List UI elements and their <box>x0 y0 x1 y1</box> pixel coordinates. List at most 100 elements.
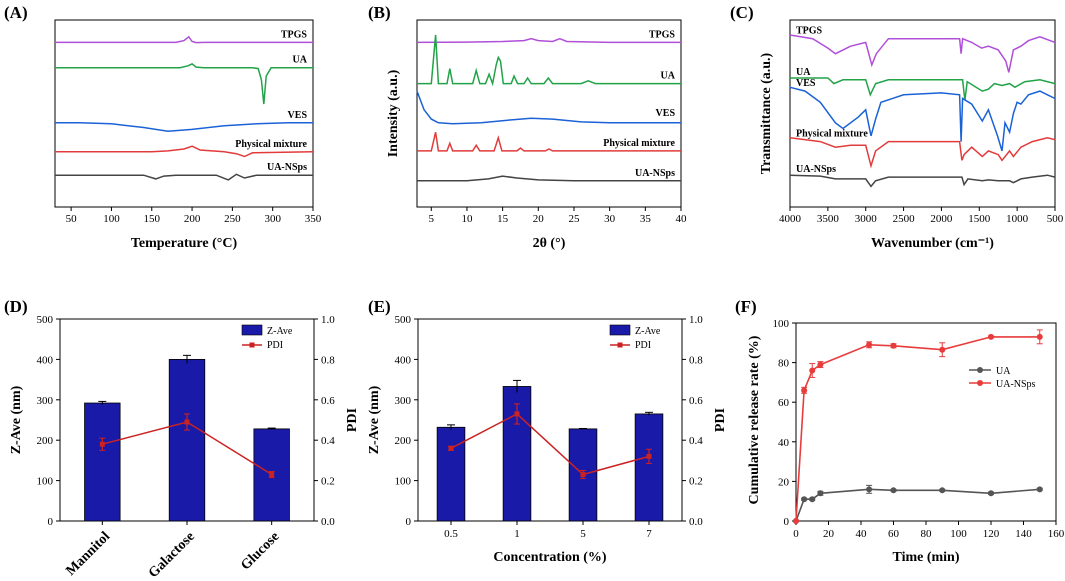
bar-zave <box>168 358 206 522</box>
trace-label: VES <box>288 110 308 121</box>
trace-ua-nsps <box>789 174 1056 188</box>
trace-label: UA <box>293 55 308 66</box>
x-tick-label: 140 <box>1015 528 1032 540</box>
data-point <box>809 367 816 374</box>
y2-tick-label: 0.2 <box>321 476 335 488</box>
x-tick-label: 1500 <box>968 213 991 225</box>
y2-tick-label: 0.4 <box>321 435 335 447</box>
pdi-point <box>99 441 105 447</box>
trace-label: TPGS <box>649 29 676 40</box>
y2-tick-label: 0.0 <box>689 516 703 528</box>
trace-label: VES <box>796 78 816 89</box>
panel-E: (E) 0 100 200 300 400 500 0.0 0.2 0.4 0.6 0.8 1.0 Z-A… <box>367 297 728 565</box>
x-tick-label: 25 <box>568 213 580 225</box>
pdi-point <box>646 453 652 459</box>
y-axis-title: Cumulative release rate (%) <box>747 335 762 504</box>
x-category-label: Glucose <box>238 529 282 573</box>
data-point <box>1036 333 1043 340</box>
trace-tpgs <box>789 34 1056 73</box>
trace-label: Physical mixture <box>603 138 675 149</box>
legend-marker-pdi <box>617 342 623 348</box>
trace-ua-nsps <box>55 173 313 181</box>
pdi-point <box>184 419 190 425</box>
trace-label: UA <box>661 71 676 82</box>
data-point <box>988 333 994 340</box>
x-tick-label: 150 <box>144 213 161 225</box>
trace-ves <box>416 90 681 125</box>
y-tick-label: 300 <box>395 395 412 407</box>
data-point <box>801 496 808 503</box>
y2-tick-label: 0.8 <box>321 354 335 366</box>
legend-label: PDI <box>267 340 283 351</box>
panel-C: (C) 4000 3500 3000 2500 2000 1500 1000 500 Wavenu… <box>730 3 1064 251</box>
bar-zave <box>436 426 466 522</box>
legend-label: Z-Ave <box>635 326 661 337</box>
x-tick-label: 500 <box>1047 213 1064 225</box>
x-tick-label: 4000 <box>779 213 802 225</box>
x-tick-label: 100 <box>103 213 120 225</box>
x-tick-label: 350 <box>305 213 322 225</box>
trace-tpgs <box>416 37 681 44</box>
x-tick-label: 250 <box>224 213 241 225</box>
trace-ua <box>417 34 681 87</box>
legend-label: PDI <box>635 340 651 351</box>
legend-marker <box>977 380 983 386</box>
trace-ves <box>789 86 1056 152</box>
x-tick-label: 3500 <box>817 213 840 225</box>
data-point <box>890 487 897 494</box>
x-tick-label: 1000 <box>1006 213 1029 225</box>
y2-tick-label: 0.4 <box>689 435 703 447</box>
y-tick-label: 400 <box>395 354 412 366</box>
trace-label: Physical mixture <box>796 129 868 140</box>
data-point <box>817 490 824 497</box>
trace-physical-mixture <box>417 132 681 152</box>
trace-ua <box>790 77 1056 101</box>
pdi-line <box>450 412 650 476</box>
y-tick-label: 100 <box>395 476 412 488</box>
y-tick-label: 80 <box>778 358 790 370</box>
trace-ua-nsps <box>417 175 681 182</box>
y-tick-label: 100 <box>37 476 54 488</box>
y-tick-label: 300 <box>37 395 54 407</box>
x-tick-label: 160 <box>1048 528 1065 540</box>
y-tick-label: 200 <box>395 435 412 447</box>
plot-frame <box>54 19 314 208</box>
data-point <box>890 342 897 349</box>
x-tick-label: 2500 <box>893 213 916 225</box>
trace-label: UA <box>796 67 811 78</box>
panel-label: (D) <box>4 297 28 316</box>
plot-frame <box>416 19 682 208</box>
bar-zave <box>253 428 290 522</box>
x-category-label: 1 <box>514 528 520 540</box>
x-tick-label: 10 <box>461 213 473 225</box>
trace-ua <box>55 63 313 105</box>
x-axis-title: 2θ (°) <box>533 236 566 251</box>
x-axis-title: Time (min) <box>892 550 959 565</box>
plot-frame <box>789 19 1056 208</box>
x-tick-label: 20 <box>823 528 835 540</box>
data-point <box>809 496 816 503</box>
y-axis-title: Z-Ave (nm) <box>367 385 382 454</box>
y-tick-label: 0 <box>784 516 790 528</box>
legend-marker-pdi <box>249 342 255 348</box>
panel-B: (B) 5 10 15 20 25 30 35 40 2θ (°) Intensity (a.u.)… <box>368 3 687 251</box>
data-point <box>866 341 873 348</box>
legend-marker <box>977 367 983 373</box>
y-tick-label: 100 <box>773 318 790 330</box>
y-axis-title: Transmittance (a.u.) <box>759 52 774 174</box>
panel-label: (B) <box>368 3 391 22</box>
y-tick-label: 0 <box>48 516 54 528</box>
x-category-label: 0.5 <box>444 528 458 540</box>
trace-label: UA-NSps <box>267 162 307 173</box>
x-tick-label: 80 <box>921 528 933 540</box>
data-point <box>793 518 799 524</box>
x-tick-label: 60 <box>888 528 900 540</box>
x-tick-label: 300 <box>264 213 281 225</box>
y-tick-label: 0 <box>406 516 412 528</box>
y-axis-title: Intensity (a.u.) <box>386 69 401 157</box>
y-tick-label: 500 <box>395 314 412 326</box>
legend-swatch-zave <box>609 324 631 336</box>
legend-label: UA <box>996 366 1011 377</box>
data-point <box>939 487 946 494</box>
data-point <box>866 486 873 493</box>
